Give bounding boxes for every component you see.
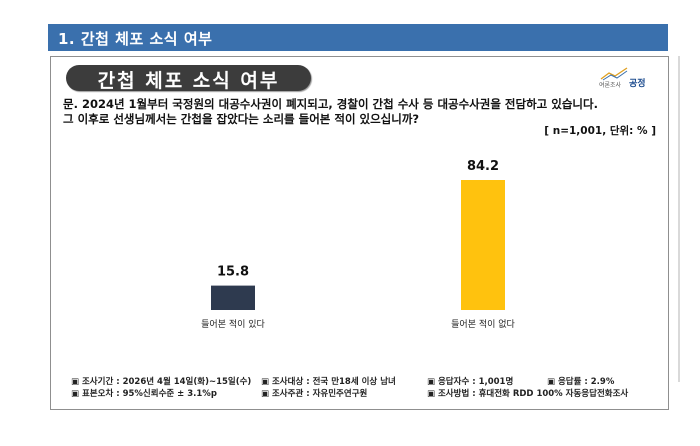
bar-value-label: 84.2 — [467, 159, 499, 174]
category-label: 들어본 적이 없다 — [451, 318, 515, 330]
question-text: 문. 2024년 1월부터 국정원의 대공수사권이 폐지되고, 경찰이 간첩 수… — [63, 97, 663, 127]
bar-1 — [211, 285, 255, 310]
footer-target: ▣ 조사대상 : 전국 만18세 이상 남녀 — [261, 377, 396, 387]
sample-note: [ n=1,001, 단위: % ] — [544, 125, 656, 137]
section-header: 1. 간첩 체포 소식 여부 — [48, 24, 668, 51]
pollster-logo: 여론조사 공정 — [599, 67, 657, 91]
bar-value-label: 15.8 — [217, 265, 249, 280]
bar-2 — [461, 180, 505, 310]
footer-response-rate: ▣ 응답률 : 2.9% — [547, 377, 615, 387]
category-label: 들어본 적이 있다 — [201, 318, 265, 330]
logo-text: 공정 — [629, 79, 646, 89]
section-title: 1. 간첩 체포 소식 여부 — [58, 30, 213, 48]
footer-error: ▣ 표본오차 : 95%신뢰수준 ± 3.1%p — [71, 389, 217, 399]
footer-method: ▣ 조사방법 : 휴대전화 RDD 100% 자동응답전화조사 — [427, 389, 629, 399]
bar-chart: 15.8 들어본 적이 있다 84.2 들어본 적이 없다 — [201, 159, 515, 330]
footer-period: ▣ 조사기간 : 2026년 4월 14일(화)~15일(수) — [71, 377, 252, 387]
logo-subtext: 여론조사 — [599, 82, 622, 89]
page-edge-divider — [678, 56, 680, 382]
footer-organizer: ▣ 조사주관 : 자유민주연구원 — [261, 389, 368, 399]
card-title: 간첩 체포 소식 여부 — [97, 70, 280, 92]
footer-respondents: ▣ 응답자수 : 1,001명 — [427, 377, 514, 387]
survey-card: 간첩 체포 소식 여부 여론조사 공정 문. 2024년 1월부터 국정원의 대… — [50, 56, 669, 410]
trend-line-icon — [600, 67, 628, 81]
question-line-1: 문. 2024년 1월부터 국정원의 대공수사권이 폐지되고, 경찰이 간첩 수… — [63, 97, 598, 111]
card-title-pill: 간첩 체포 소식 여부 — [66, 65, 311, 92]
question-line-2: 그 이후로 선생님께서는 간첩을 잡았다는 소리를 들어본 적이 있으십니까? — [63, 112, 420, 126]
